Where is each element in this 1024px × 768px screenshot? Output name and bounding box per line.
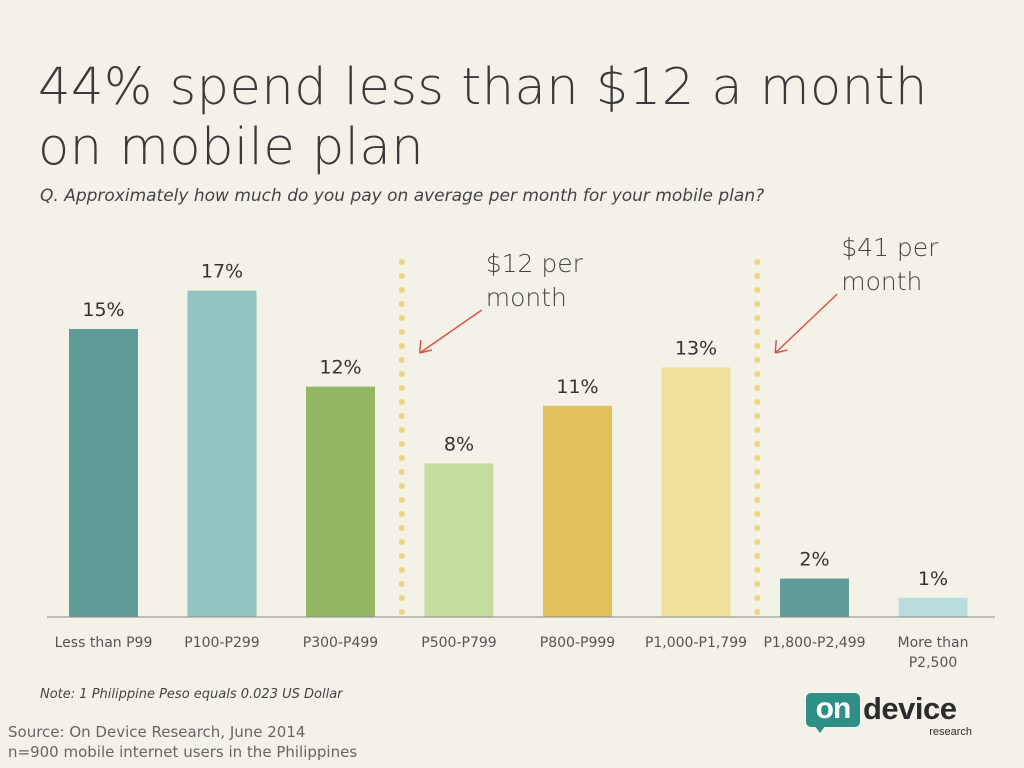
data-label: 13%	[675, 337, 717, 359]
title-line-2: on mobile plan	[38, 118, 425, 177]
x-tick-label: P100-P299	[184, 635, 259, 651]
x-tick-label: Less than P99	[55, 635, 153, 651]
x-tick-label: P800-P999	[540, 635, 615, 651]
currency-note: Note: 1 Philippine Peso equals 0.023 US …	[40, 687, 343, 702]
threshold-label: month	[841, 267, 922, 296]
question-text: Q. Approximately how much do you pay on …	[40, 186, 765, 206]
x-tick-label: P500-P799	[421, 635, 496, 651]
bar	[306, 386, 375, 617]
threshold-arrow-head	[419, 339, 432, 354]
logo-bubble-tail	[814, 725, 826, 733]
threshold-arrow	[774, 293, 838, 354]
x-tick-label: P1,000-P1,799	[645, 635, 747, 651]
data-label: 17%	[201, 261, 243, 283]
logo-device-text: device	[863, 691, 957, 726]
bar	[187, 290, 257, 617]
bar	[780, 578, 849, 617]
bar-chart: 15% Less than P99 17% P100-P299 12% P300-P499…	[47, 233, 995, 671]
x-tick-label: P2,500	[909, 655, 958, 671]
x-tick-label: P300-P499	[303, 635, 378, 651]
threshold-label: $41 per	[841, 233, 939, 262]
page-title: 44% spend less than $12 a month on mobil…	[38, 58, 998, 178]
bar	[424, 463, 494, 617]
logo-on-bubble: on	[806, 693, 860, 727]
data-label: 15%	[82, 299, 124, 321]
bar	[898, 597, 968, 617]
threshold-label: month	[486, 283, 567, 312]
data-label: 8%	[444, 433, 474, 455]
x-tick-label: P1,800-P2,499	[763, 635, 865, 651]
x-tick-label: More than	[898, 635, 969, 651]
on-device-logo: on device research	[806, 693, 976, 743]
bar	[543, 405, 612, 617]
threshold-label: $12 per	[486, 249, 584, 278]
title-line-1: 44% spend less than $12 a month	[38, 58, 928, 117]
bar	[69, 329, 138, 617]
bar	[661, 367, 731, 617]
source-line-2: n=900 mobile internet users in the Phili…	[8, 743, 358, 761]
threshold-arrow	[419, 309, 483, 354]
source-text: Source: On Device Research, June 2014 n=…	[8, 722, 357, 762]
source-line-1: Source: On Device Research, June 2014	[8, 723, 306, 741]
data-label: 11%	[556, 376, 598, 398]
data-label: 12%	[319, 357, 361, 379]
data-label: 1%	[918, 568, 948, 590]
data-label: 2%	[799, 549, 829, 571]
threshold-arrow-head	[774, 339, 788, 354]
logo-research-text: research	[929, 726, 972, 738]
